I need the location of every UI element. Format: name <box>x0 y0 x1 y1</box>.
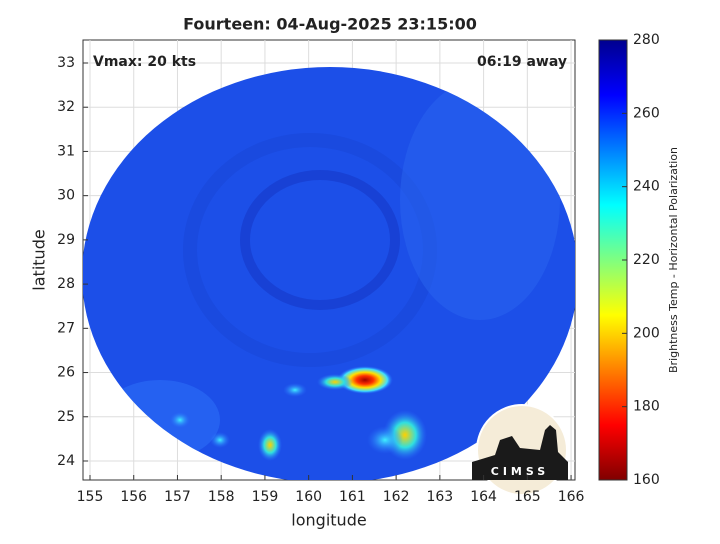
colorbar-tick-label: 220 <box>633 252 660 268</box>
y-tick-label: 24 <box>57 453 75 469</box>
y-tick-label: 30 <box>57 188 75 204</box>
colorbar-tick-label: 200 <box>633 325 660 341</box>
x-tick-label: 161 <box>339 489 366 505</box>
x-tick-label: 155 <box>77 489 104 505</box>
colorbar-tick-label: 260 <box>633 105 660 121</box>
x-tick-label: 158 <box>208 489 235 505</box>
title: Fourteen: 04-Aug-2025 23:15:00 <box>183 15 477 34</box>
swath-image <box>83 67 575 480</box>
y-tick-label: 31 <box>57 143 75 159</box>
colorbar-tick-label: 180 <box>633 399 660 415</box>
x-axis-label: longitude <box>291 511 366 530</box>
y-tick-label: 27 <box>57 320 75 336</box>
y-tick-label: 29 <box>57 232 75 248</box>
cimss-logo: CIMSS <box>472 404 568 496</box>
colorbar-tick-label: 240 <box>633 179 660 195</box>
colorbar-tick-label: 160 <box>633 472 660 488</box>
y-tick-label: 32 <box>57 99 75 115</box>
x-tick-label: 159 <box>252 489 279 505</box>
vmax-annotation: Vmax: 20 kts <box>93 54 196 70</box>
x-tick-label: 160 <box>295 489 322 505</box>
colorbar-tick-label: 280 <box>633 32 660 48</box>
x-tick-label: 157 <box>164 489 191 505</box>
colorbar-label: Brightness Temp - Horizontal Polarizatio… <box>667 147 680 373</box>
x-tick-label: 165 <box>514 489 541 505</box>
y-tick-label: 28 <box>57 276 75 292</box>
y-tick-label: 25 <box>57 409 75 425</box>
y-tick-label: 26 <box>57 365 75 381</box>
y-axis-label: latitude <box>30 229 49 290</box>
x-tick-label: 163 <box>426 489 453 505</box>
x-tick-label: 166 <box>558 489 585 505</box>
y-tick-label: 33 <box>57 55 75 71</box>
x-tick-label: 156 <box>120 489 147 505</box>
x-tick-label: 162 <box>383 489 410 505</box>
x-tick-label: 164 <box>470 489 497 505</box>
logo-text: CIMSS <box>491 465 549 478</box>
away-annotation: 06:19 away <box>477 54 567 70</box>
